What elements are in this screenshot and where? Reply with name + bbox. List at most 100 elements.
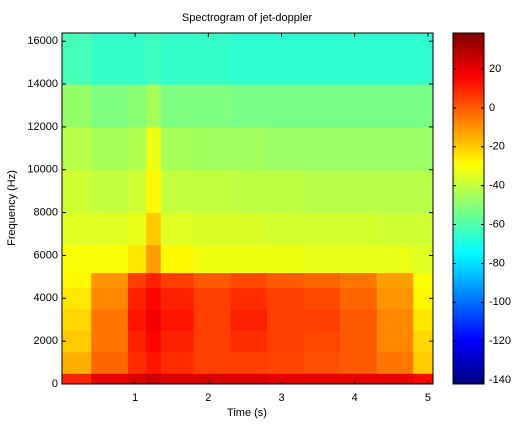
heatmap-cell <box>160 212 195 246</box>
heatmap-cell <box>230 84 268 128</box>
heatmap-cell <box>340 272 378 289</box>
heatmap-cell <box>193 272 231 289</box>
heatmap-cell <box>413 373 434 385</box>
heatmap-cell <box>230 287 268 310</box>
heatmap-cell <box>91 373 129 385</box>
heatmap-cell <box>146 373 162 385</box>
x-tick-label: 2 <box>205 392 211 404</box>
chart-title: Spectrogram of jet-doppler <box>182 12 313 24</box>
colorbar-tick-label: -80 <box>489 257 505 269</box>
heatmap-cell <box>146 351 162 374</box>
heatmap-cell <box>146 212 162 246</box>
heatmap-cell <box>230 244 268 274</box>
heatmap-cell <box>376 244 414 274</box>
heatmap-cell <box>303 244 341 274</box>
heatmap-cell <box>340 244 378 274</box>
y-tick-label: 0 <box>52 378 58 390</box>
colorbar-tick-label: 0 <box>489 102 495 114</box>
heatmap-cell <box>146 126 162 171</box>
heatmap-cell <box>303 272 341 289</box>
heatmap-cell <box>266 330 304 353</box>
heatmap-cell <box>160 351 195 374</box>
heatmap-cell <box>413 33 434 85</box>
y-tick-label: 12000 <box>27 121 58 133</box>
heatmap-cell <box>160 126 195 171</box>
heatmap-cell <box>303 373 341 385</box>
heatmap-cell <box>127 330 147 353</box>
heatmap-cell <box>146 244 162 274</box>
heatmap-cell <box>127 169 147 214</box>
heatmap-cell <box>413 126 434 171</box>
heatmap-cell <box>303 84 341 128</box>
heatmap-cell <box>146 169 162 214</box>
heatmap-cell <box>62 272 92 289</box>
x-tick-label: 3 <box>278 392 284 404</box>
heatmap-cell <box>91 33 129 85</box>
heatmap-cell <box>266 33 304 85</box>
heatmap-cell <box>62 126 92 171</box>
heatmap-cell <box>413 169 434 214</box>
colorbar-tick-label: -60 <box>489 218 505 230</box>
heatmap-cell <box>193 351 231 374</box>
heatmap-cell <box>160 169 195 214</box>
heatmap-cell <box>146 272 162 289</box>
heatmap-cell <box>62 330 92 353</box>
heatmap-cell <box>193 287 231 310</box>
colorbar-tick-label: -100 <box>489 296 511 308</box>
heatmap-cell <box>91 244 129 274</box>
heatmap-cell <box>340 351 378 374</box>
heatmap-cell <box>230 309 268 331</box>
heatmap-cell <box>413 212 434 246</box>
heatmap-cell <box>230 330 268 353</box>
heatmap-cell <box>62 212 92 246</box>
heatmap-cell <box>340 330 378 353</box>
heatmap-cell <box>340 212 378 246</box>
heatmap-cell <box>91 351 129 374</box>
heatmap-cell <box>127 309 147 331</box>
heatmap-cell <box>303 287 341 310</box>
heatmap-cell <box>62 33 92 85</box>
heatmap-cell <box>230 126 268 171</box>
heatmap-cell <box>266 126 304 171</box>
heatmap-cell <box>193 373 231 385</box>
heatmap-cell <box>62 169 92 214</box>
heatmap-cell <box>376 351 414 374</box>
heatmap-cell <box>376 169 414 214</box>
y-tick-label: 14000 <box>27 78 58 90</box>
heatmap-cell <box>127 212 147 246</box>
heatmap-cell <box>376 287 414 310</box>
heatmap-cell <box>91 212 129 246</box>
heatmap-cell <box>62 373 92 385</box>
heatmap-cell <box>146 33 162 85</box>
y-axis-label: Frequency (Hz) <box>6 170 18 246</box>
heatmap-cell <box>146 287 162 310</box>
heatmap-cell <box>62 84 92 128</box>
x-tick-label: 5 <box>425 392 431 404</box>
heatmap-cell <box>160 33 195 85</box>
heatmap-cell <box>376 309 414 331</box>
heatmap-cell <box>193 330 231 353</box>
heatmap-cell <box>303 330 341 353</box>
heatmap-cell <box>127 287 147 310</box>
colorbar <box>452 32 485 385</box>
heatmap-cell <box>91 272 129 289</box>
heatmap-cell <box>193 244 231 274</box>
x-axis-label: Time (s) <box>227 407 267 419</box>
heatmap-cell <box>127 33 147 85</box>
heatmap-cell <box>413 244 434 274</box>
x-tick-label: 1 <box>132 392 138 404</box>
y-tick-label: 2000 <box>34 335 58 347</box>
heatmap-cell <box>146 84 162 128</box>
heatmap-cell <box>127 126 147 171</box>
heatmap-cell <box>160 287 195 310</box>
heatmap-cell <box>127 373 147 385</box>
heatmap-cell <box>340 287 378 310</box>
heatmap-cell <box>160 373 195 385</box>
heatmap-cell <box>303 212 341 246</box>
heatmap-cell <box>413 309 434 331</box>
heatmap-cell <box>193 33 231 85</box>
heatmap-cell <box>266 169 304 214</box>
heatmap-cell <box>266 287 304 310</box>
heatmap-cell <box>230 169 268 214</box>
